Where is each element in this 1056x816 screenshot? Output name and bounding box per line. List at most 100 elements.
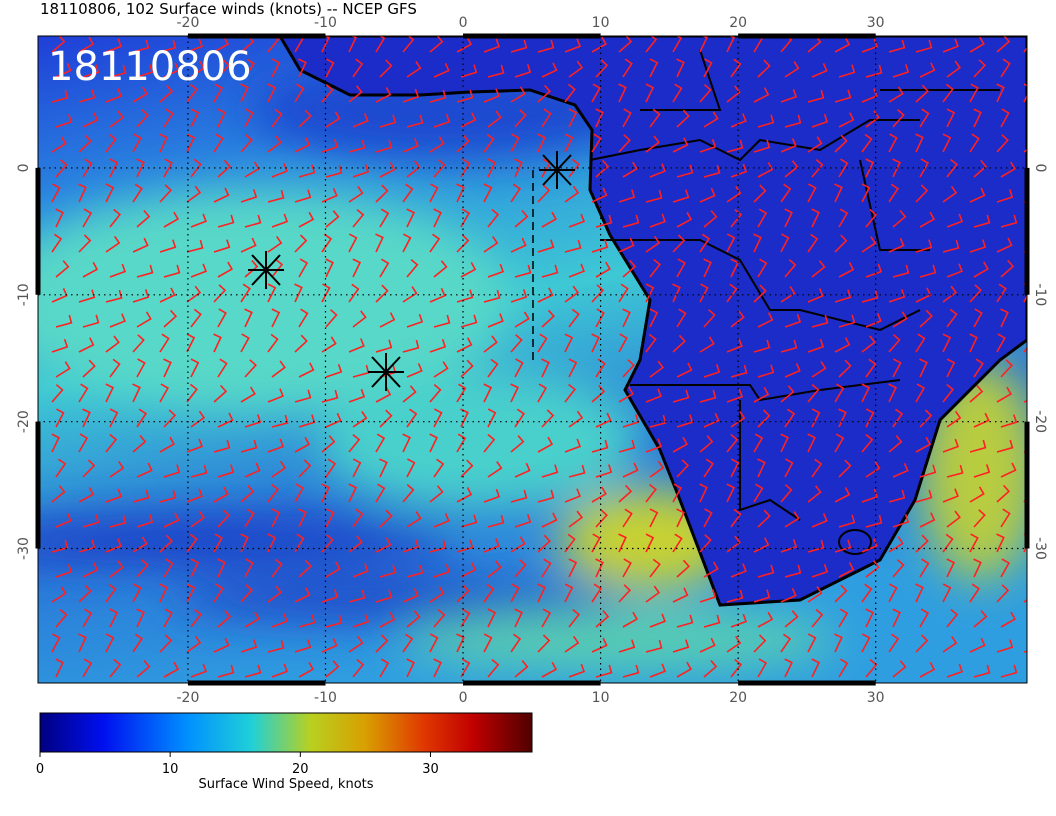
wind-barb xyxy=(105,433,118,453)
wind-barb xyxy=(514,158,523,178)
wind-barb xyxy=(352,258,362,278)
wind-barb xyxy=(348,283,360,303)
wind-barb xyxy=(159,133,168,153)
wind-barb xyxy=(1023,83,1027,103)
wind-barb xyxy=(541,661,558,678)
wind-barb xyxy=(1028,559,1038,577)
wind-barb xyxy=(942,239,960,253)
wind-barb xyxy=(861,383,871,403)
wind-barb xyxy=(217,59,231,78)
wind-barb xyxy=(429,183,439,203)
wind-barb xyxy=(834,633,843,653)
wind-barb xyxy=(402,633,414,653)
wind-barb xyxy=(510,183,522,203)
wind-barb xyxy=(946,60,962,78)
wind-barb xyxy=(348,233,358,253)
wind-barb xyxy=(726,233,736,253)
wind-barb xyxy=(811,260,826,278)
wind-barb xyxy=(861,133,873,153)
wind-barb xyxy=(244,414,262,428)
wind-barb xyxy=(55,458,67,478)
wind-barb xyxy=(973,664,991,678)
title: 18110806, 102 Surface winds (knots) -- N… xyxy=(40,0,417,18)
wind-barb xyxy=(298,258,309,278)
wind-barb xyxy=(726,85,741,103)
wind-barb xyxy=(703,111,719,128)
wind-barb xyxy=(352,563,369,578)
wind-barb xyxy=(240,639,258,653)
wind-barb xyxy=(753,433,764,453)
wind-barb xyxy=(757,409,771,428)
wind-barb xyxy=(429,339,447,353)
wind-barb xyxy=(294,483,304,503)
wind-barb xyxy=(730,508,742,528)
wind-barb xyxy=(213,583,224,603)
wind-barb xyxy=(325,508,335,528)
wind-barb xyxy=(1028,309,1035,327)
wind-barb xyxy=(352,163,370,178)
borders xyxy=(589,49,1000,521)
wind-barb xyxy=(753,284,767,303)
wind-barb xyxy=(267,388,284,403)
wind-barb xyxy=(645,135,660,153)
wind-barb xyxy=(672,436,688,453)
wind-barb xyxy=(676,211,693,228)
wind-barb xyxy=(352,458,362,478)
wind-barb xyxy=(622,508,633,528)
wind-barb xyxy=(294,533,305,553)
wind-barb xyxy=(294,234,308,253)
wind-barb xyxy=(541,62,558,78)
wind-barb xyxy=(240,533,249,553)
wind-barb xyxy=(537,239,555,253)
wind-barb xyxy=(568,60,584,78)
wind-barb xyxy=(406,114,424,128)
wind-barb xyxy=(865,263,883,278)
wind-barb xyxy=(618,439,636,453)
wind-barb xyxy=(132,289,150,303)
wind-barb xyxy=(240,189,258,203)
wind-barb xyxy=(55,361,71,378)
lon-tick-label: 20 xyxy=(729,15,747,31)
wind-barb xyxy=(564,38,582,53)
wind-barb xyxy=(969,187,986,203)
wind-barb xyxy=(213,83,223,103)
wind-barb xyxy=(591,533,601,553)
wind-barb xyxy=(267,235,283,253)
lon-tick-label: -10 xyxy=(314,690,337,706)
wind-barb xyxy=(78,134,92,153)
wind-barb xyxy=(564,285,580,303)
wind-barb xyxy=(645,83,655,103)
wind-barb xyxy=(915,333,926,353)
wind-barb xyxy=(483,235,499,253)
wind-barb xyxy=(645,333,657,353)
wind-barb xyxy=(865,608,875,628)
wind-barb xyxy=(487,313,504,328)
wind-barb xyxy=(186,533,198,553)
wind-barb xyxy=(163,661,180,678)
wind-barb xyxy=(190,108,200,128)
wind-barb xyxy=(699,283,709,303)
wind-barb xyxy=(1028,614,1043,627)
wind-barb xyxy=(541,409,555,428)
wind-barb xyxy=(483,289,501,303)
wind-barb xyxy=(352,208,365,228)
wind-barb xyxy=(645,639,663,653)
wind-barb xyxy=(267,189,285,203)
wind-barb xyxy=(730,613,748,628)
wind-barb xyxy=(834,289,852,303)
wind-barb xyxy=(460,562,477,578)
wind-barb xyxy=(217,509,231,528)
wind-barb xyxy=(487,461,503,478)
wind-barb xyxy=(510,489,528,503)
wind-barb xyxy=(483,633,493,653)
wind-barb xyxy=(784,258,797,278)
wind-barb xyxy=(348,635,364,653)
wind-barb xyxy=(298,58,307,78)
wind-barb xyxy=(267,333,279,353)
wind-barb xyxy=(919,512,936,528)
wind-barb xyxy=(240,439,258,453)
wind-barb xyxy=(352,613,370,628)
wind-barb xyxy=(780,339,798,353)
wind-barb xyxy=(321,187,338,203)
wind-barb xyxy=(834,37,851,53)
